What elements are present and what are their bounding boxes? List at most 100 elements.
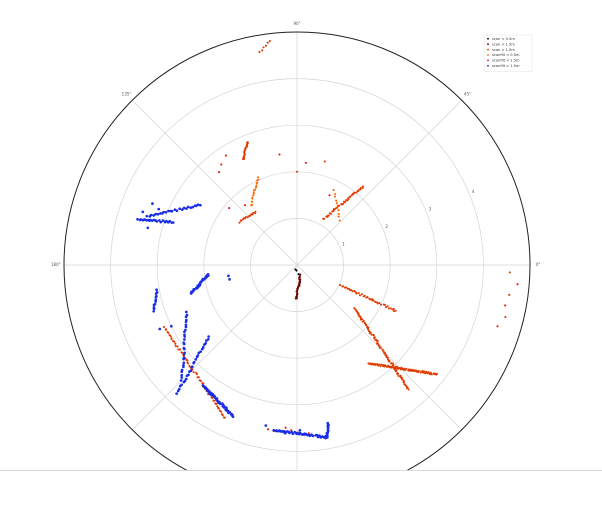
scan-point [186, 359, 189, 362]
scan-point [345, 286, 348, 289]
scan-point [162, 325, 166, 329]
scan-point [295, 170, 299, 173]
scan-point [195, 373, 198, 376]
scan-point [365, 323, 368, 326]
scan-point [392, 307, 395, 311]
scan-point [218, 402, 222, 406]
legend-marker [487, 37, 489, 40]
scan-point [184, 323, 188, 327]
scan-point [348, 195, 351, 198]
scan-point [189, 292, 193, 295]
scan-point [359, 316, 362, 320]
scan-point [182, 365, 185, 369]
scan-point [322, 217, 325, 220]
scan-point [296, 292, 299, 295]
scan-point [339, 284, 342, 287]
scan-point [325, 435, 329, 439]
scan-point [243, 204, 247, 207]
scan-point [508, 293, 511, 296]
scan-point [220, 163, 223, 166]
scan-point [362, 319, 365, 323]
scan-point [180, 373, 184, 377]
scan-point [360, 293, 363, 296]
scan-point [228, 410, 231, 414]
scan-point [162, 210, 165, 214]
scan-point [170, 337, 173, 341]
scan-point [345, 199, 348, 202]
scan-point [376, 339, 379, 343]
scan-point [338, 219, 341, 222]
legend-label: scanfilt > 1.5m [492, 64, 520, 68]
scan-point [165, 328, 168, 332]
scan-point [152, 307, 156, 311]
scan-point [353, 307, 356, 310]
scan-point [180, 208, 184, 211]
scan-point [379, 303, 383, 306]
radial-tick-label: 3 [429, 207, 432, 212]
scan-point [388, 360, 391, 363]
scan-point [378, 301, 381, 305]
scan-point [180, 370, 184, 374]
scan-point [405, 384, 408, 388]
scan-point [184, 377, 188, 381]
scan-point [298, 280, 302, 283]
scan-point [278, 153, 281, 156]
scan-point [394, 366, 397, 369]
legend-label: scan < 1.5m [492, 42, 515, 46]
scan-point [176, 345, 179, 348]
scan-point [256, 176, 260, 179]
scan-point [205, 339, 208, 342]
scan-point [179, 379, 183, 382]
scan-point [396, 366, 399, 369]
scan-point [158, 327, 162, 331]
scan-point [192, 361, 195, 365]
scan-point [261, 49, 264, 52]
scan-point [178, 384, 182, 388]
scan-point [183, 338, 186, 341]
scan-point [156, 212, 160, 216]
scan-point [207, 335, 210, 338]
scan-point [252, 192, 255, 195]
radial-tick-label: 2 [385, 224, 388, 229]
scan-point [392, 364, 395, 367]
scan-point [136, 217, 139, 221]
scan-point [311, 434, 315, 438]
scan-point [379, 346, 382, 349]
scan-point [197, 351, 201, 355]
scan-point [361, 186, 364, 189]
legend-marker [487, 48, 489, 51]
scan-point [246, 145, 249, 148]
scan-point [394, 309, 397, 312]
scan-point [384, 352, 387, 355]
scan-point [167, 331, 170, 334]
scan-point [217, 407, 220, 410]
scan-point [170, 324, 173, 328]
scan-point [427, 371, 430, 374]
scan-point [254, 212, 257, 215]
tick-labels: 0° 45° 90° 135° 180° 1 2 3 4 [51, 21, 540, 267]
radial-tick-label: 1 [342, 242, 345, 247]
scan-point [231, 415, 235, 419]
scan-point [223, 416, 226, 419]
scan-point [200, 347, 204, 351]
radial-tick-label: 4 [472, 189, 475, 194]
legend-marker [487, 59, 489, 62]
scan-point [405, 367, 408, 370]
scan-point [385, 306, 388, 309]
scan-point [220, 410, 223, 413]
scan-point [262, 46, 265, 49]
scan-point [186, 205, 190, 209]
scan-point [369, 331, 372, 334]
scan-point [243, 156, 246, 159]
scan-point [429, 371, 432, 374]
scan-point [241, 218, 244, 221]
scan-point [254, 186, 258, 189]
scan-point [332, 208, 335, 211]
scan-point [376, 302, 379, 305]
scan-point [182, 352, 186, 356]
scan-point [196, 203, 200, 207]
scan-point [181, 351, 184, 354]
scan-point [347, 197, 350, 200]
scan-point [337, 215, 340, 218]
scan-point [190, 365, 194, 369]
